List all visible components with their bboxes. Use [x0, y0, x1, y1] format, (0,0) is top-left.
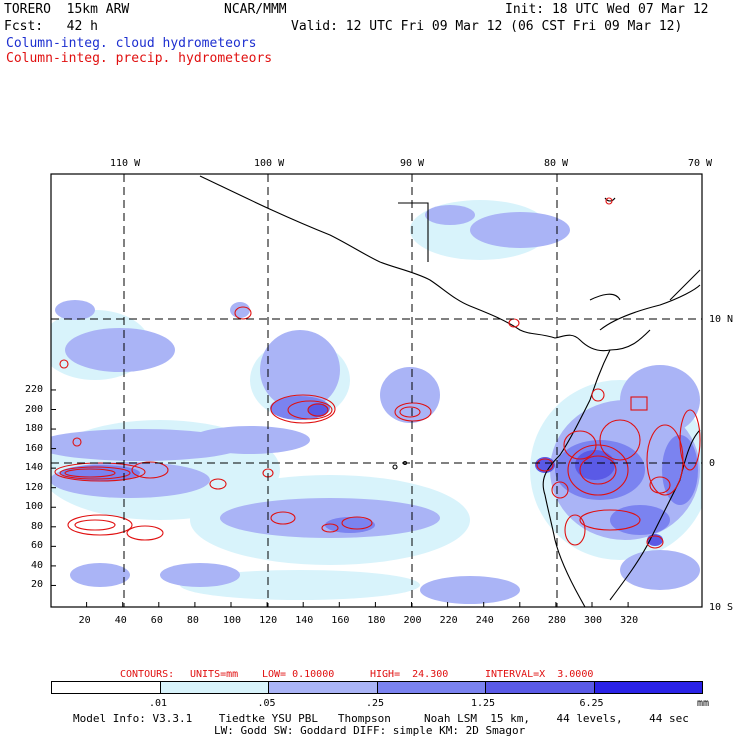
x-tick-label: 320: [620, 615, 639, 626]
lat-label-10n: 10 N: [709, 314, 734, 325]
organization-label: NCAR/MMM: [224, 2, 287, 17]
x-tick-label: 260: [511, 615, 530, 626]
x-tick-label: 140: [295, 615, 314, 626]
y-tick-label: 160: [25, 442, 44, 454]
lon-label-90w: 90 W: [400, 158, 425, 169]
colorbar-segment: [159, 681, 269, 694]
colorbar-label: 1.25: [471, 698, 496, 709]
colorbar-label: .05: [257, 698, 276, 709]
lon-label-100w: 100 W: [254, 158, 285, 169]
y-tick-label: 180: [25, 423, 44, 435]
x-tick-label: 60: [150, 615, 163, 626]
contour-units: UNITS=mm: [190, 669, 239, 680]
colorbar-label: 6.25: [579, 698, 604, 709]
field-precip-hydrometeors: Column-integ. precip. hydrometeors: [6, 51, 273, 66]
contour-label: CONTOURS:: [120, 669, 175, 680]
colorbar-segment: [51, 681, 161, 694]
x-tick-label: 200: [403, 615, 422, 626]
axis-ticks: [51, 389, 629, 607]
lon-label-70w: 70 W: [688, 158, 713, 169]
colorbar-segment: [268, 681, 378, 694]
model-info-line2: LW: Godd SW: Goddard DIFF: simple KM: 2D…: [214, 724, 526, 737]
colorbar-segment: [485, 681, 595, 694]
x-tick-label: 120: [259, 615, 278, 626]
model-title: TORERO 15km ARW: [4, 2, 130, 17]
y-tick-label: 200: [25, 403, 44, 415]
colorbar-segment: [593, 681, 703, 694]
lon-label-110w: 110 W: [110, 158, 141, 169]
x-tick-label: 180: [367, 615, 386, 626]
y-tick-label: 40: [31, 559, 44, 571]
lat-label-0: 0: [709, 458, 716, 469]
init-time: Init: 18 UTC Wed 07 Mar 12: [505, 2, 709, 17]
contour-low: LOW= 0.10000: [262, 669, 335, 680]
x-tick-label: 220: [439, 615, 458, 626]
colorbar-segment: [376, 681, 486, 694]
model-info-line1: Model Info: V3.3.1 Tiedtke YSU PBL Thomp…: [73, 712, 689, 725]
precip-contour-layer: [54, 197, 701, 549]
colorbar-unit-label: mm: [697, 698, 710, 709]
x-tick-label: 100: [223, 615, 242, 626]
y-tick-label: 20: [31, 579, 44, 591]
x-tick-label: 20: [78, 615, 91, 626]
coastline-layer: [199, 175, 701, 607]
map-frame: [50, 173, 703, 608]
contour-high: HIGH= 24.300: [370, 669, 449, 680]
y-tick-label: 120: [25, 481, 44, 493]
x-tick-label: 300: [584, 615, 603, 626]
x-tick-label: 280: [547, 615, 566, 626]
lat-lon-grid: [51, 174, 702, 607]
y-tick-label: 100: [25, 501, 44, 513]
colorbar-label: .25: [366, 698, 385, 709]
x-tick-label: 160: [331, 615, 350, 626]
y-tick-label: 220: [25, 383, 44, 395]
forecast-hour: Fcst: 42 h: [4, 19, 98, 34]
y-tick-label: 60: [31, 540, 44, 552]
contour-interval: INTERVAL=X 3.0000: [485, 669, 594, 680]
y-tick-label: 140: [25, 462, 44, 474]
cloud-shading-layer: [51, 200, 702, 604]
y-tick-label: 80: [31, 520, 44, 532]
colorbar-label: .01: [149, 698, 168, 709]
x-tick-label: 80: [186, 615, 199, 626]
lat-label-10s: 10 S: [709, 602, 734, 613]
lon-label-80w: 80 W: [544, 158, 569, 169]
valid-time: Valid: 12 UTC Fri 09 Mar 12 (06 CST Fri …: [291, 19, 683, 34]
field-cloud-hydrometeors: Column-integ. cloud hydrometeors: [6, 36, 257, 51]
x-tick-label: 40: [114, 615, 127, 626]
x-tick-label: 240: [475, 615, 494, 626]
